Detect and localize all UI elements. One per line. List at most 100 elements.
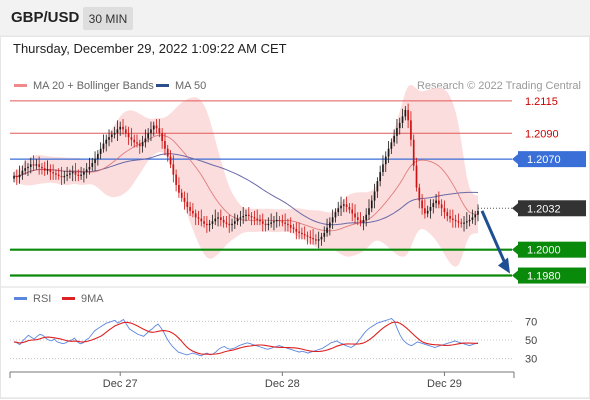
bollinger-band-area	[14, 84, 478, 267]
candle-body	[287, 223, 289, 226]
candle-body	[113, 133, 116, 135]
rsi-tick-30: 30	[525, 354, 537, 366]
candle-body	[233, 221, 236, 224]
candle-body	[354, 213, 356, 218]
candle-body	[105, 139, 108, 144]
candle-body	[281, 221, 284, 223]
candle-body	[376, 181, 379, 192]
candle-body	[418, 187, 421, 201]
candle-body	[435, 200, 437, 204]
candle-body	[24, 168, 27, 171]
candle-body	[306, 235, 309, 237]
ma50-line	[13, 153, 479, 226]
candle-body	[38, 164, 40, 167]
candle-body	[110, 134, 113, 138]
candle-body	[116, 129, 119, 134]
candle-body	[471, 217, 474, 220]
bollinger-bands	[14, 84, 478, 267]
candle-body	[426, 210, 429, 214]
candle-body	[102, 143, 105, 149]
level-tag-1.2070	[518, 151, 586, 168]
candle-body	[130, 137, 133, 140]
candle-body	[55, 173, 57, 175]
candle-body	[220, 217, 222, 220]
candle-body	[454, 219, 457, 222]
candle-body	[74, 172, 77, 175]
candle-body	[273, 221, 275, 223]
candle-body	[429, 206, 432, 211]
candle-body	[43, 168, 46, 171]
level-tag-pointer-1.2000	[512, 244, 518, 255]
candle-body	[152, 125, 155, 130]
candle-body	[183, 197, 186, 202]
candle-body	[245, 214, 247, 217]
candle-body	[359, 219, 362, 223]
candle-body	[203, 221, 205, 224]
candle-body	[340, 205, 342, 209]
candle-body	[460, 222, 463, 224]
rsi-line	[13, 317, 479, 357]
candle-body	[284, 222, 286, 224]
candle-body	[99, 148, 102, 154]
candle-body	[424, 208, 426, 214]
candle-body	[345, 204, 348, 207]
candle-body	[155, 125, 158, 129]
level-label-1.2115: 1.2115	[525, 96, 558, 108]
level-tag-pointer-1.2070	[512, 154, 518, 165]
candle-body	[373, 191, 376, 201]
forecast-arrow-head	[498, 257, 510, 274]
candle-body	[60, 175, 63, 178]
candle-body	[295, 228, 298, 232]
candle-body	[326, 227, 328, 233]
candle-body	[175, 174, 177, 185]
ma20-legend-label: MA 20 + Bollinger Bands	[33, 80, 154, 92]
candle-body	[225, 222, 228, 224]
timeframe-badge[interactable]: 30 MIN	[83, 7, 133, 30]
level-tag-text-1.2070: 1.2070	[527, 154, 561, 166]
forecast-arrow	[480, 210, 510, 274]
candle-body	[463, 222, 465, 224]
candle-body	[150, 129, 152, 134]
candle-body	[267, 223, 270, 226]
candle-body	[83, 172, 85, 175]
candle-body	[292, 227, 295, 229]
level-tag-1.2032	[518, 200, 586, 217]
candles	[13, 103, 479, 249]
candle-body	[80, 174, 82, 176]
candle-body	[97, 153, 99, 160]
candle-body	[63, 175, 66, 178]
candle-body	[317, 239, 320, 241]
candle-body	[236, 218, 239, 222]
rsi-tick-70: 70	[525, 316, 537, 328]
candle-body	[256, 218, 259, 220]
candle-body	[289, 225, 292, 228]
candle-body	[57, 174, 60, 176]
candle-body	[124, 129, 127, 134]
candle-body	[18, 174, 21, 178]
candle-body	[264, 223, 267, 226]
candle-body	[239, 217, 242, 219]
candle-body	[15, 175, 18, 178]
x-axis: Dec 27 Dec 28 Dec 29	[9, 371, 515, 390]
candle-body	[384, 156, 387, 165]
candle-body	[261, 221, 264, 224]
candle-body	[443, 208, 446, 213]
rsi-ma-legend-label: 9MA	[81, 293, 104, 305]
candle-body	[192, 210, 194, 214]
candle-body	[164, 141, 166, 149]
candle-body	[147, 133, 150, 139]
candle-body	[35, 164, 38, 166]
candle-body	[166, 148, 169, 157]
x-tick-label-Dec 27: Dec 27	[103, 378, 138, 390]
candle-body	[222, 219, 225, 223]
candle-body	[69, 173, 71, 175]
candle-body	[172, 164, 175, 175]
candle-body	[393, 135, 395, 143]
candle-body	[217, 217, 219, 219]
candle-body	[178, 185, 180, 193]
candle-body	[88, 166, 91, 170]
candle-body	[410, 120, 412, 140]
candle-body	[331, 217, 334, 223]
level-tag-text-1.1980: 1.1980	[527, 271, 561, 283]
